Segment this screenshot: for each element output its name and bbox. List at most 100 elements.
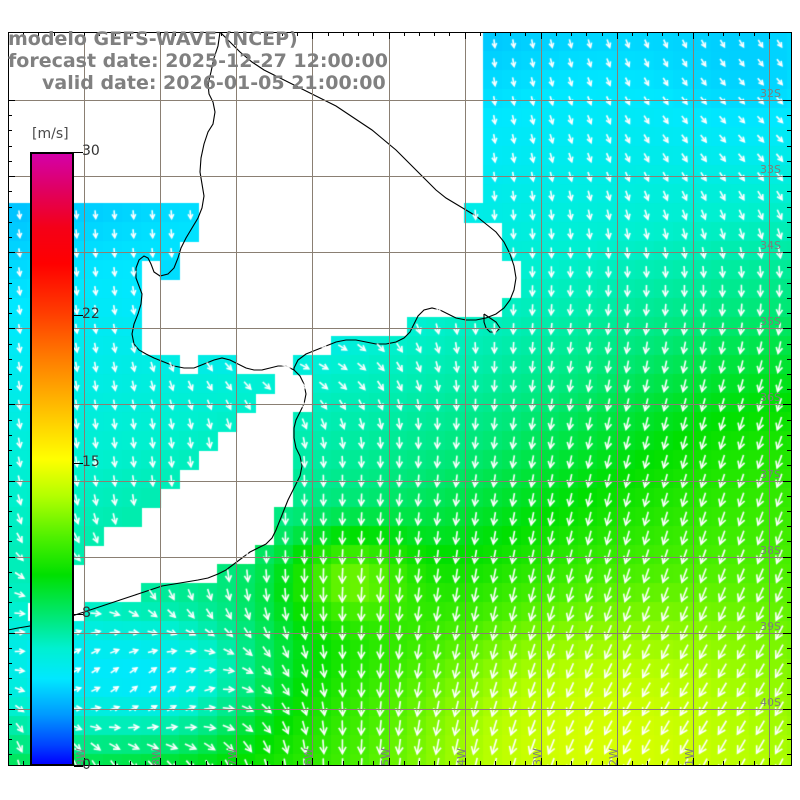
axis-tick <box>358 761 359 766</box>
axis-tick <box>480 761 481 766</box>
axis-tick <box>8 389 12 390</box>
colorbar-tick <box>74 463 83 464</box>
longitude-label-53W: 53W <box>531 748 544 766</box>
colorbar-tick <box>74 614 83 615</box>
axis-tick <box>662 32 663 36</box>
axis-tick <box>8 617 12 618</box>
axis-tick <box>8 374 12 375</box>
axis-tick <box>787 694 792 695</box>
axis-tick <box>787 754 792 755</box>
axis-tick <box>404 761 405 766</box>
axis-tick <box>787 648 792 649</box>
axis-tick <box>84 32 85 39</box>
axis-tick <box>787 359 792 360</box>
axis-tick <box>69 32 70 36</box>
axis-tick <box>8 115 12 116</box>
axis-tick <box>8 709 15 710</box>
axis-tick <box>769 32 770 39</box>
axis-tick <box>8 344 12 345</box>
gridline-horizontal <box>8 328 792 329</box>
axis-tick <box>617 758 618 766</box>
gridline-horizontal <box>8 252 792 253</box>
axis-tick <box>8 404 15 405</box>
map-plot-area[interactable]: 59W 58W 57W 56W 55W 54W 53W 52W 51W 32S 33S 34S 35S… <box>8 32 792 766</box>
colorbar-gradient <box>30 152 74 766</box>
axis-tick <box>556 32 557 36</box>
axis-tick <box>8 450 12 451</box>
gridline-horizontal <box>8 557 792 558</box>
axis-tick <box>8 694 12 695</box>
axis-tick <box>678 761 679 766</box>
axis-tick <box>404 32 405 36</box>
axis-tick <box>236 758 237 766</box>
axis-tick <box>787 465 792 466</box>
axis-tick <box>312 32 313 39</box>
axis-tick <box>8 511 12 512</box>
latitude-label-40S: 40S <box>760 696 781 709</box>
axis-tick <box>252 32 253 36</box>
axis-tick <box>723 761 724 766</box>
axis-tick <box>783 709 792 710</box>
axis-tick <box>787 572 792 573</box>
axis-tick <box>783 252 792 253</box>
longitude-label-58W: 58W <box>150 748 163 766</box>
axis-tick <box>783 404 792 405</box>
axis-tick <box>739 32 740 36</box>
axis-tick <box>419 32 420 36</box>
axis-tick <box>787 374 792 375</box>
axis-tick <box>449 32 450 36</box>
axis-tick <box>541 758 542 766</box>
axis-tick <box>465 32 466 39</box>
axis-tick <box>8 465 12 466</box>
axis-tick <box>8 237 12 238</box>
axis-tick <box>191 32 192 36</box>
axis-tick <box>602 761 603 766</box>
axis-tick <box>8 572 12 573</box>
axis-tick <box>8 100 15 101</box>
axis-tick <box>8 739 12 740</box>
latitude-label-32S: 32S <box>760 87 781 100</box>
axis-tick <box>328 761 329 766</box>
axis-tick <box>282 761 283 766</box>
axis-tick <box>495 761 496 766</box>
longitude-label-52W: 52W <box>607 748 620 766</box>
axis-tick <box>8 267 12 268</box>
axis-tick <box>358 32 359 36</box>
axis-tick <box>8 587 12 588</box>
axis-tick <box>8 602 12 603</box>
axis-tick <box>84 758 85 766</box>
axis-tick <box>8 758 9 766</box>
axis-tick <box>312 758 313 766</box>
axis-tick <box>389 32 390 39</box>
axis-tick <box>419 761 420 766</box>
axis-tick <box>8 328 15 329</box>
colorbar-tick-label-22: 22 <box>82 306 100 322</box>
axis-tick <box>8 420 12 421</box>
axis-tick <box>115 32 116 36</box>
axis-tick <box>787 496 792 497</box>
axis-tick <box>99 761 100 766</box>
colorbar-tick <box>74 315 83 316</box>
axis-tick <box>8 496 12 497</box>
axis-tick <box>787 663 792 664</box>
axis-tick <box>787 435 792 436</box>
axis-tick <box>754 761 755 766</box>
gridline-horizontal <box>8 404 792 405</box>
gridline-vertical <box>389 32 390 766</box>
axis-tick <box>191 761 192 766</box>
axis-tick <box>787 389 792 390</box>
axis-tick <box>787 617 792 618</box>
latitude-label-38S: 38S <box>760 544 781 557</box>
axis-tick <box>495 32 496 36</box>
axis-tick <box>8 481 15 482</box>
axis-tick <box>783 176 792 177</box>
axis-tick <box>8 298 12 299</box>
axis-tick <box>8 359 12 360</box>
latitude-label-39S: 39S <box>760 620 781 633</box>
axis-tick <box>8 283 12 284</box>
axis-tick <box>586 32 587 36</box>
colorbar-tick <box>74 766 83 767</box>
latitude-label-35S: 35S <box>760 315 781 328</box>
axis-tick <box>586 761 587 766</box>
axis-tick <box>8 130 12 131</box>
